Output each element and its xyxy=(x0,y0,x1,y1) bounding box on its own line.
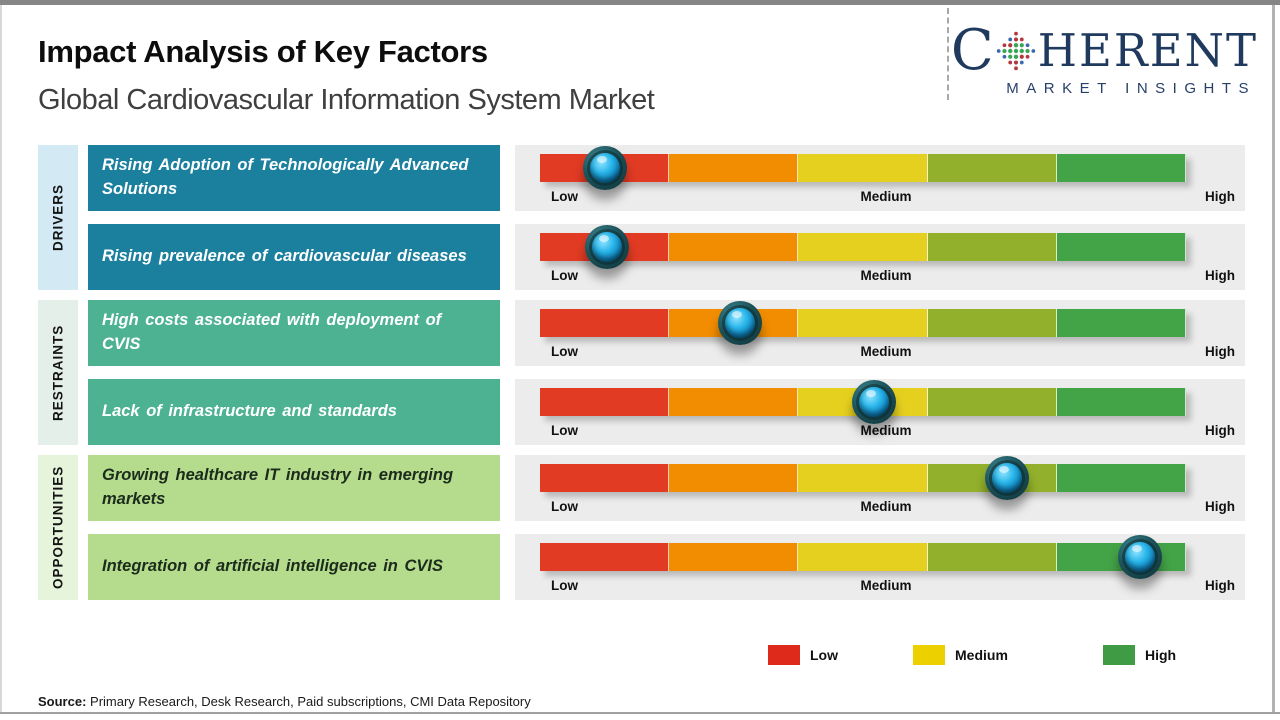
scale-segment-green xyxy=(1056,464,1187,492)
scale-label-high: High xyxy=(1205,268,1235,283)
scale-label-medium: Medium xyxy=(860,189,912,204)
scale-segment-orange xyxy=(669,154,799,182)
source-note: Source: Primary Research, Desk Research,… xyxy=(38,694,531,709)
scale-label-low: Low xyxy=(551,344,578,359)
impact-scale-bar xyxy=(540,535,1187,579)
section-label-restraints: RESTRAINTS xyxy=(38,300,78,445)
impact-marker xyxy=(718,301,763,345)
legend-swatch-high xyxy=(1103,645,1135,665)
scale-segment-yellow xyxy=(798,309,928,337)
impact-scale-bar xyxy=(540,456,1187,500)
scale-label-high: High xyxy=(1205,578,1235,593)
legend-label-low: Low xyxy=(810,647,838,663)
logo-tagline: MARKET INSIGHTS xyxy=(1006,80,1256,98)
scale-segment-orange xyxy=(669,464,799,492)
scale-label-medium: Medium xyxy=(860,268,912,283)
scale-label-low: Low xyxy=(551,189,578,204)
factor-box-driver-1: Rising Adoption of Technologically Advan… xyxy=(88,145,500,211)
factor-box-restraint-1: High costs associated with deployment of… xyxy=(88,300,500,366)
scale-segment-orange xyxy=(669,233,799,261)
scale-segment-orange xyxy=(669,388,799,416)
scale-label-medium: Medium xyxy=(860,499,912,514)
impact-scale-row: Low Medium High xyxy=(515,534,1245,600)
scale-segment-yellowgreen xyxy=(927,233,1057,261)
logo-letter-c: C xyxy=(950,18,994,83)
scale-segment-yellow xyxy=(798,233,928,261)
factor-box-restraint-2: Lack of infrastructure and standards xyxy=(88,379,500,445)
factor-box-driver-2: Rising prevalence of cardiovascular dise… xyxy=(88,224,500,290)
page-title: Impact Analysis of Key Factors xyxy=(38,34,488,69)
scale-label-high: High xyxy=(1205,189,1235,204)
legend-label-high: High xyxy=(1145,647,1177,663)
top-border xyxy=(0,0,1280,5)
left-border xyxy=(0,5,2,714)
scale-segment-green xyxy=(1056,309,1187,337)
scale-label-medium: Medium xyxy=(860,423,912,438)
scale-label-low: Low xyxy=(551,578,578,593)
impact-scale-bar xyxy=(540,225,1187,269)
dotted-globe-icon xyxy=(996,31,1035,71)
impact-scale-row: Low Medium High xyxy=(515,300,1245,366)
legend-swatch-medium xyxy=(913,645,945,665)
right-border xyxy=(1272,5,1275,714)
impact-marker xyxy=(985,456,1030,500)
impact-scale-row: Low Medium High xyxy=(515,224,1245,290)
scale-label-low: Low xyxy=(551,423,578,438)
impact-scale-bar xyxy=(540,146,1187,190)
coherent-market-insights-logo: C HERENT MARKET INSIGHTS xyxy=(950,18,1258,98)
scale-segment-green xyxy=(1056,233,1187,261)
source-label: Source: xyxy=(38,694,87,709)
scale-label-low: Low xyxy=(551,499,578,514)
impact-scale-bar xyxy=(540,380,1187,424)
legend-item-high: High xyxy=(1103,645,1176,665)
scale-segment-green xyxy=(1056,388,1187,416)
source-text: Primary Research, Desk Research, Paid su… xyxy=(86,694,531,709)
scale-segment-red xyxy=(540,388,670,416)
scale-segment-orange xyxy=(669,543,799,571)
logo-divider-dashed-line xyxy=(947,8,949,100)
scale-label-high: High xyxy=(1205,344,1235,359)
legend-item-medium: Medium xyxy=(913,645,1008,665)
scale-segment-yellowgreen xyxy=(927,543,1057,571)
section-label-opportunities: OPPORTUNITIES xyxy=(38,455,78,600)
legend-label-medium: Medium xyxy=(955,647,1008,663)
scale-label-medium: Medium xyxy=(860,344,912,359)
impact-scale-bar xyxy=(540,301,1187,345)
scale-segment-green xyxy=(1056,154,1187,182)
scale-label-high: High xyxy=(1205,499,1235,514)
impact-matrix: DRIVERS RESTRAINTS OPPORTUNITIES Rising … xyxy=(38,145,1245,600)
scale-segment-red xyxy=(540,309,670,337)
bottom-border xyxy=(0,712,1280,714)
impact-marker xyxy=(583,146,628,190)
scale-segment-red xyxy=(540,464,670,492)
impact-scale-row: Low Medium High xyxy=(515,379,1245,445)
scale-segment-yellowgreen xyxy=(927,309,1057,337)
factor-box-opportunity-2: Integration of artificial intelligence i… xyxy=(88,534,500,600)
scale-segment-yellow xyxy=(798,543,928,571)
page-subtitle: Global Cardiovascular Information System… xyxy=(38,84,655,116)
logo-wordmark: C HERENT xyxy=(950,18,1258,83)
scale-label-low: Low xyxy=(551,268,578,283)
scale-label-medium: Medium xyxy=(860,578,912,593)
scale-segment-yellowgreen xyxy=(927,154,1057,182)
impact-marker xyxy=(585,225,630,269)
factor-box-opportunity-1: Growing healthcare IT industry in emergi… xyxy=(88,455,500,521)
impact-marker xyxy=(851,380,896,424)
impact-scale-row: Low Medium High xyxy=(515,145,1245,211)
impact-scale-row: Low Medium High xyxy=(515,455,1245,521)
scale-segment-yellow xyxy=(798,154,928,182)
scale-label-high: High xyxy=(1205,423,1235,438)
legend-swatch-low xyxy=(768,645,800,665)
impact-marker xyxy=(1118,535,1163,579)
scale-segment-red xyxy=(540,543,670,571)
scale-segment-yellowgreen xyxy=(927,388,1057,416)
scale-segment-yellow xyxy=(798,464,928,492)
section-label-drivers: DRIVERS xyxy=(38,145,78,290)
legend-item-low: Low xyxy=(768,645,838,665)
logo-wordmark-rest: HERENT xyxy=(1037,23,1258,77)
